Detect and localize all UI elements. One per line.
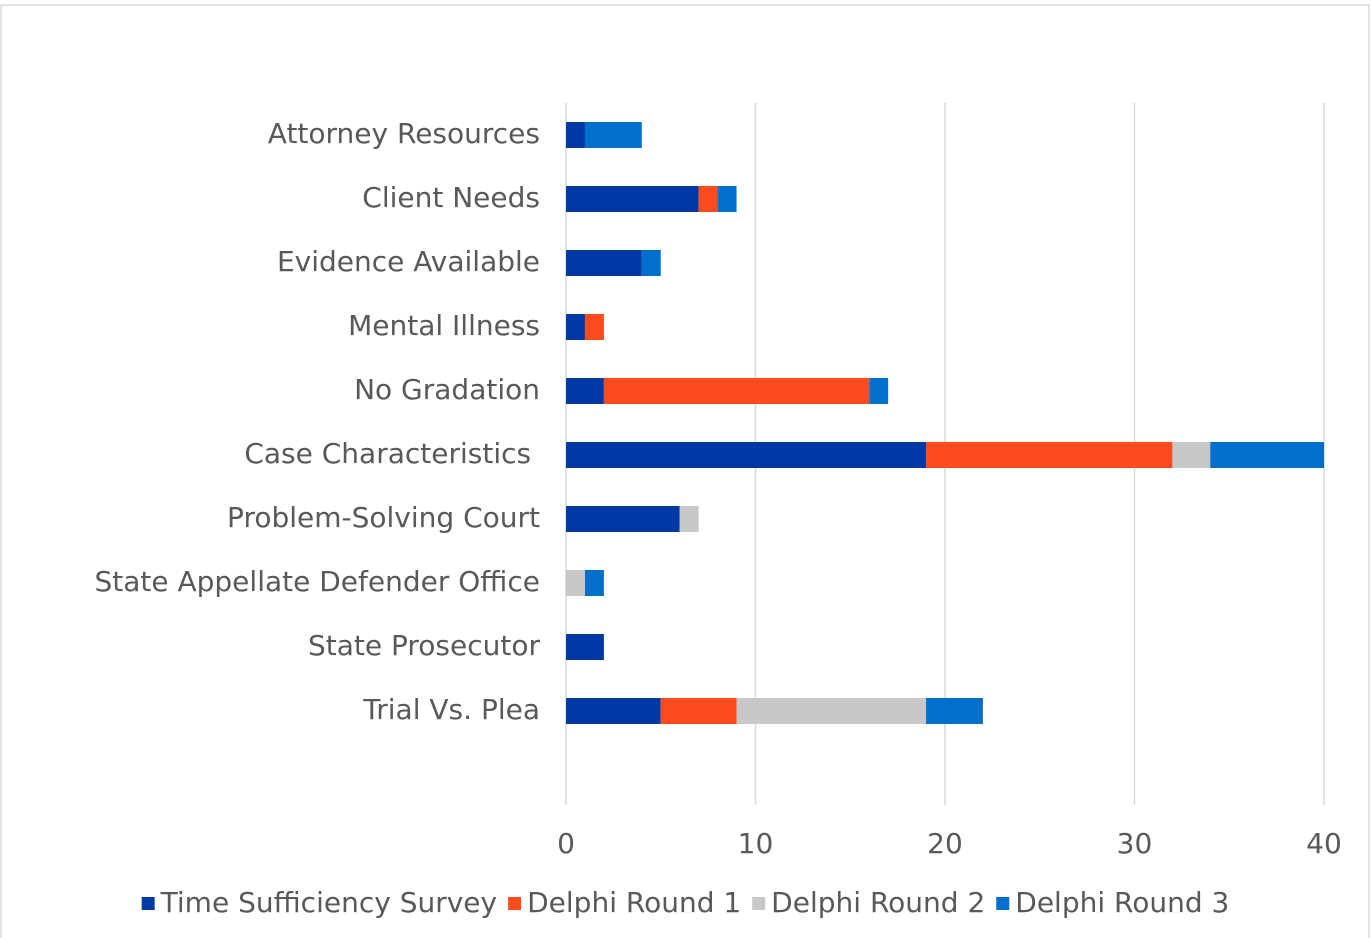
legend-swatch (996, 897, 1010, 910)
bar-segment (566, 634, 604, 660)
legend-swatch (141, 897, 155, 910)
legend-swatch (508, 897, 522, 910)
y-tick-label: Mental Illness (348, 309, 540, 342)
bar-segment (566, 570, 585, 596)
legend-label: Time Sufficiency Survey (160, 886, 497, 919)
bar-segment (641, 250, 661, 276)
legend-label: Delphi Round 3 (1015, 886, 1229, 919)
x-tick-label: 20 (927, 827, 963, 860)
y-tick-label: State Prosecutor (308, 629, 541, 662)
bar-segment (736, 698, 927, 724)
bar-segment (584, 122, 642, 148)
bar-segment (566, 250, 642, 276)
x-tick-label: 40 (1306, 827, 1342, 860)
bar-segment (566, 442, 927, 468)
bar-segment (926, 698, 983, 724)
bar-segment (566, 698, 661, 724)
bar-segment (603, 378, 870, 404)
y-tick-label: Case Characteristics (244, 437, 540, 470)
bar-segment (584, 570, 604, 596)
bar-segment (1172, 442, 1211, 468)
bar-segment (566, 122, 585, 148)
bar-segment (566, 506, 680, 532)
y-tick-label: Problem-Solving Court (227, 501, 540, 534)
x-tick-label: 10 (738, 827, 774, 860)
bar-segment (679, 506, 699, 532)
chart-frame (0, 4, 1370, 938)
y-tick-label: State Appellate Defender Office (94, 565, 540, 598)
legend-label: Delphi Round 2 (771, 886, 985, 919)
bar-segment (566, 186, 699, 212)
x-tick-label: 30 (1117, 827, 1153, 860)
y-tick-label: Attorney Resources (268, 117, 540, 150)
bar-segment (717, 186, 737, 212)
legend: Time Sufficiency Survey Delphi Round 1 Del… (141, 886, 1229, 919)
y-tick-label: Client Needs (362, 181, 540, 214)
y-tick-label: Evidence Available (277, 245, 540, 278)
bar-segment (869, 378, 889, 404)
bar-segment (1210, 442, 1324, 468)
bar-segment (566, 378, 604, 404)
bar-segment (660, 698, 737, 724)
bar-segment (566, 314, 585, 340)
y-tick-label: Trial Vs. Plea (362, 693, 540, 726)
bar-segment (926, 442, 1173, 468)
bar-segment (584, 314, 604, 340)
x-tick-label: 0 (557, 827, 575, 860)
y-tick-label: No Gradation (354, 373, 540, 406)
bar-segment (698, 186, 718, 212)
legend-label: Delphi Round 1 (527, 886, 741, 919)
legend-swatch (752, 897, 766, 910)
